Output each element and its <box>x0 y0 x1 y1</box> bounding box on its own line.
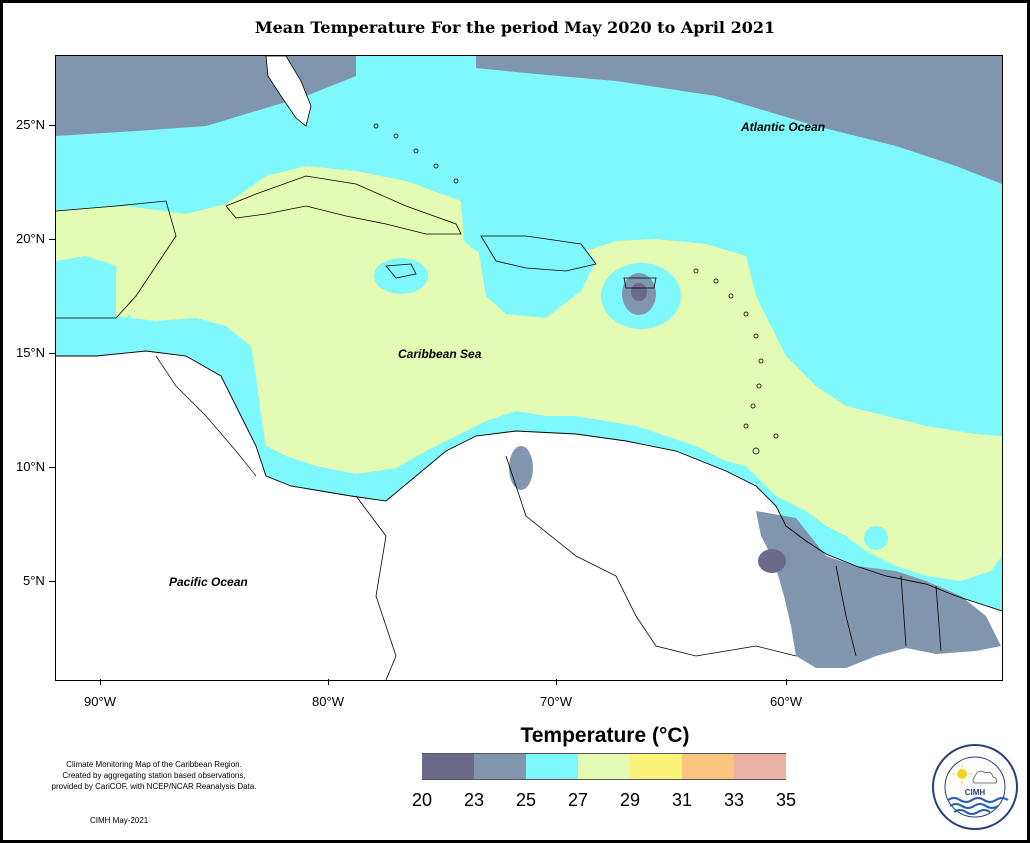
legend-swatch <box>526 753 578 780</box>
zone-hispaniola <box>476 234 596 318</box>
credits: Climate Monitoring Map of the Caribbean … <box>20 759 288 792</box>
lat-label-20n: 20°N <box>16 231 46 246</box>
legend-swatch <box>578 753 630 780</box>
coastline-south <box>56 350 1002 612</box>
zone-dot-guyana <box>864 526 888 550</box>
border-central-america <box>155 355 257 477</box>
lon-tick-80w <box>328 679 329 685</box>
legend-swatch <box>422 753 474 780</box>
lat-tick-25n <box>49 125 55 126</box>
zone-dot-east <box>789 317 813 339</box>
land-hispaniola <box>480 235 597 272</box>
lon-label-70w: 70°W <box>540 694 572 709</box>
zone-puerto-rico-coolest <box>631 283 647 301</box>
lat-tick-5n <box>49 581 55 582</box>
footer-credit: CIMH May-2021 <box>90 816 149 825</box>
lake-maracaibo <box>509 446 533 490</box>
map-title: Mean Temperature For the period May 2020… <box>254 18 776 37</box>
legend-tick-label: 29 <box>619 790 641 810</box>
land-jamaica <box>385 263 417 279</box>
zone-guianas-coolest <box>758 549 786 573</box>
label-pacific-ocean: Pacific Ocean <box>169 575 248 589</box>
lon-tick-70w <box>556 679 557 685</box>
lon-tick-90w <box>100 679 101 685</box>
land-puerto-rico <box>623 277 657 289</box>
border-guianas <box>835 565 942 657</box>
zone-yucatan <box>116 256 156 318</box>
zone-guianas <box>756 511 1001 668</box>
lat-tick-15n <box>49 353 55 354</box>
lat-tick-20n <box>49 239 55 240</box>
credits-line-2: Created by aggregating station based obs… <box>62 771 246 780</box>
legend-swatch <box>734 753 786 780</box>
lon-tick-60w <box>786 679 787 685</box>
lon-label-60w: 60°W <box>770 694 802 709</box>
land-south-central-america <box>56 351 1002 680</box>
label-atlantic-ocean: Atlantic Ocean <box>741 120 826 134</box>
zone-27-29-caribbean <box>56 166 1002 581</box>
lat-label-5n: 5°N <box>23 573 45 588</box>
legend-title: Temperature (°C) <box>520 724 690 747</box>
zone-jamaica <box>374 258 428 294</box>
credits-line-3: provided by CariCOF, with NCEP/NCAR Rean… <box>51 782 257 791</box>
border-colombia <box>355 495 397 680</box>
label-caribbean-sea: Caribbean Sea <box>398 347 482 361</box>
legend-tick-label: 33 <box>723 790 745 810</box>
legend-tick-label: 25 <box>515 790 537 810</box>
land-mexico <box>56 200 177 319</box>
lesser-antilles <box>373 123 779 455</box>
land-florida <box>265 56 312 127</box>
legend-swatch <box>474 753 526 780</box>
legend-tick-label: 20 <box>411 790 433 810</box>
border-venezuela <box>505 455 797 657</box>
legend-tick-label: 31 <box>671 790 693 810</box>
zone-23-25-atlantic <box>476 56 1002 184</box>
cimh-logo: CIMH <box>930 742 1020 837</box>
land-cuba <box>225 175 462 235</box>
lat-tick-10n <box>49 467 55 468</box>
legend-tick-label: 27 <box>567 790 589 810</box>
logo-text: CIMH <box>965 788 986 797</box>
lat-label-15n: 15°N <box>16 345 46 360</box>
lat-label-25n: 25°N <box>16 117 46 132</box>
legend-tick-label: 23 <box>463 790 485 810</box>
lat-label-10n: 10°N <box>16 459 46 474</box>
lon-label-90w: 90°W <box>84 694 116 709</box>
legend-swatch <box>682 753 734 780</box>
legend-swatch <box>630 753 682 780</box>
lon-label-80w: 80°W <box>312 694 344 709</box>
legend-tick-label: 35 <box>775 790 797 810</box>
cimh-logo-icon: CIMH <box>932 744 1018 830</box>
temperature-map <box>56 56 1002 680</box>
credits-line-1: Climate Monitoring Map of the Caribbean … <box>66 760 242 769</box>
map-panel: Atlantic Ocean Caribbean Sea Pacific Oce… <box>55 55 1003 681</box>
